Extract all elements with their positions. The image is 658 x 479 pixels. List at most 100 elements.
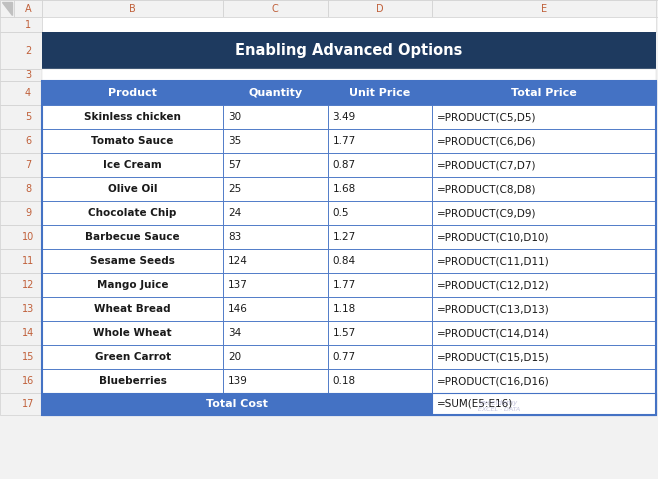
Text: Sesame Seeds: Sesame Seeds <box>90 256 175 266</box>
Bar <box>432 153 656 177</box>
Text: 17: 17 <box>22 399 34 409</box>
Bar <box>0 273 42 297</box>
Text: 137: 137 <box>228 280 248 290</box>
Bar <box>42 153 223 177</box>
Text: 0.5: 0.5 <box>332 208 349 218</box>
Bar <box>432 0 656 17</box>
Text: 9: 9 <box>25 208 31 218</box>
Bar <box>328 81 432 105</box>
Bar <box>42 225 223 249</box>
Text: 2: 2 <box>25 46 31 56</box>
Text: 0.18: 0.18 <box>332 376 355 386</box>
Bar <box>223 369 328 393</box>
Bar <box>0 249 42 273</box>
Bar <box>223 225 328 249</box>
Text: =PRODUCT(C6,D6): =PRODUCT(C6,D6) <box>437 136 536 146</box>
Text: =PRODUCT(C5,D5): =PRODUCT(C5,D5) <box>437 112 536 122</box>
Text: 0.87: 0.87 <box>332 160 355 170</box>
Bar <box>223 321 328 345</box>
Text: 0.77: 0.77 <box>332 352 355 362</box>
Bar <box>432 225 656 249</box>
Bar <box>223 297 328 321</box>
Bar <box>0 201 42 225</box>
Text: =PRODUCT(C13,D13): =PRODUCT(C13,D13) <box>437 304 549 314</box>
Text: 3.49: 3.49 <box>332 112 356 122</box>
Text: 24: 24 <box>228 208 241 218</box>
Bar <box>0 321 42 345</box>
Bar <box>328 177 432 201</box>
Text: 57: 57 <box>228 160 241 170</box>
Bar <box>328 321 432 345</box>
Bar <box>0 129 42 153</box>
Text: =PRODUCT(C15,D15): =PRODUCT(C15,D15) <box>437 352 549 362</box>
Bar <box>42 201 223 225</box>
Text: =PRODUCT(C9,D9): =PRODUCT(C9,D9) <box>437 208 536 218</box>
Bar <box>432 393 656 415</box>
Text: 1.57: 1.57 <box>332 328 356 338</box>
Bar <box>223 177 328 201</box>
Text: Wheat Bread: Wheat Bread <box>94 304 171 314</box>
Text: =PRODUCT(C14,D14): =PRODUCT(C14,D14) <box>437 328 549 338</box>
Bar <box>328 153 432 177</box>
Text: Ice Cream: Ice Cream <box>103 160 162 170</box>
Text: =PRODUCT(C16,D16): =PRODUCT(C16,D16) <box>437 376 549 386</box>
Bar <box>0 393 42 415</box>
Bar <box>223 345 328 369</box>
Text: =PRODUCT(C11,D11): =PRODUCT(C11,D11) <box>437 256 549 266</box>
Bar <box>432 273 656 297</box>
Bar <box>328 249 432 273</box>
Text: 12: 12 <box>22 280 34 290</box>
Text: Total Cost: Total Cost <box>206 399 268 409</box>
Text: =PRODUCT(C7,D7): =PRODUCT(C7,D7) <box>437 160 536 170</box>
Bar <box>0 0 14 17</box>
Text: 1.77: 1.77 <box>332 136 356 146</box>
Text: 1: 1 <box>25 20 31 30</box>
Text: Whole Wheat: Whole Wheat <box>93 328 172 338</box>
Bar <box>42 105 223 129</box>
Bar <box>223 81 328 105</box>
Text: =SUM(E5:E16): =SUM(E5:E16) <box>437 399 513 409</box>
Text: Product: Product <box>108 88 157 98</box>
Text: Olive Oil: Olive Oil <box>108 184 157 194</box>
Text: =PRODUCT(C8,D8): =PRODUCT(C8,D8) <box>437 184 536 194</box>
Bar <box>42 81 656 415</box>
Bar <box>223 249 328 273</box>
Text: 5: 5 <box>25 112 31 122</box>
Bar <box>223 153 328 177</box>
Text: Total Price: Total Price <box>511 88 577 98</box>
Text: Blueberries: Blueberries <box>99 376 166 386</box>
Bar <box>42 32 656 69</box>
Text: Unit Price: Unit Price <box>349 88 411 98</box>
Bar <box>42 177 223 201</box>
Bar <box>328 225 432 249</box>
Text: 1.18: 1.18 <box>332 304 356 314</box>
Bar <box>0 153 42 177</box>
Text: Mango Juice: Mango Juice <box>97 280 168 290</box>
Text: =PRODUCT(C10,D10): =PRODUCT(C10,D10) <box>437 232 549 242</box>
Text: D: D <box>376 3 384 13</box>
Bar <box>223 201 328 225</box>
Text: Chocolate Chip: Chocolate Chip <box>88 208 177 218</box>
Bar <box>42 369 223 393</box>
Text: 1.77: 1.77 <box>332 280 356 290</box>
Bar <box>328 345 432 369</box>
Bar <box>432 81 656 105</box>
Text: 35: 35 <box>228 136 241 146</box>
Bar <box>42 273 223 297</box>
Bar <box>432 105 656 129</box>
Bar <box>0 69 42 81</box>
Bar <box>0 17 42 32</box>
Bar <box>42 0 223 17</box>
Bar <box>223 273 328 297</box>
Text: 3: 3 <box>25 70 31 80</box>
Text: 16: 16 <box>22 376 34 386</box>
Bar <box>328 129 432 153</box>
Text: 6: 6 <box>25 136 31 146</box>
Bar <box>0 32 42 69</box>
Bar <box>42 321 223 345</box>
Text: 25: 25 <box>228 184 241 194</box>
Bar <box>223 129 328 153</box>
Text: 7: 7 <box>25 160 31 170</box>
Text: 13: 13 <box>22 304 34 314</box>
Bar <box>328 297 432 321</box>
